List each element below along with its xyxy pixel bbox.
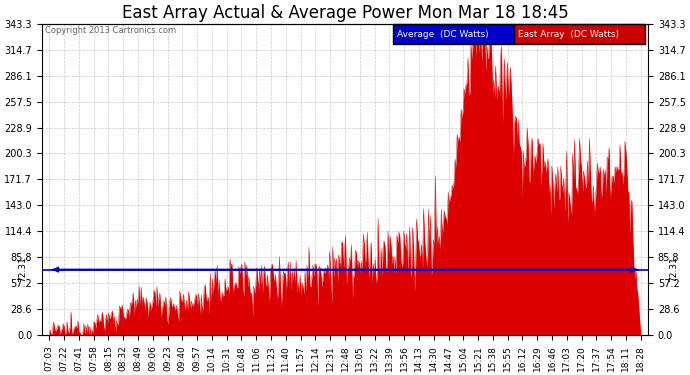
- Text: 72.31: 72.31: [18, 257, 27, 282]
- Title: East Array Actual & Average Power Mon Mar 18 18:45: East Array Actual & Average Power Mon Ma…: [121, 4, 569, 22]
- Text: Average  (DC Watts): Average (DC Watts): [397, 30, 489, 39]
- Text: 72.31: 72.31: [669, 257, 678, 282]
- Text: Copyright 2013 Cartronics.com: Copyright 2013 Cartronics.com: [46, 26, 177, 34]
- Text: East Array  (DC Watts): East Array (DC Watts): [518, 30, 619, 39]
